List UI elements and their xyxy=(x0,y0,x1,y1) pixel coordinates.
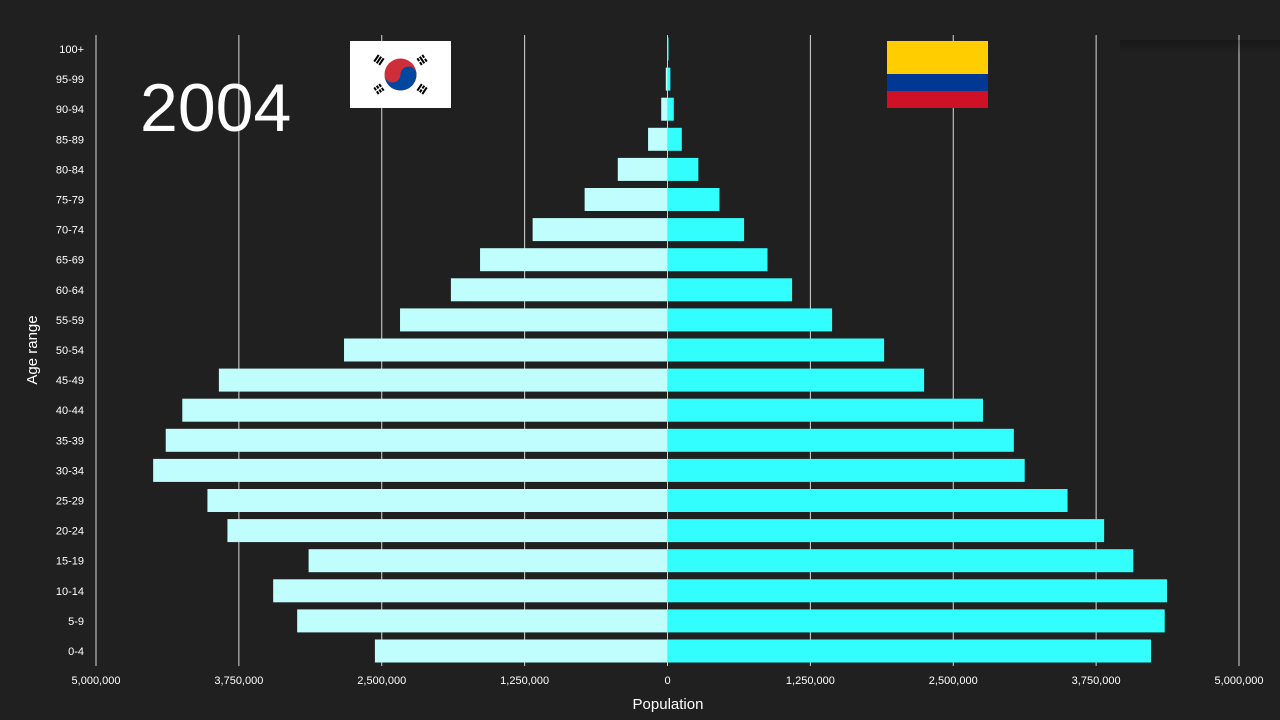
age-range-label: 10-14 xyxy=(56,586,84,598)
bar-right-75-79 xyxy=(667,188,720,211)
age-range-label: 50-54 xyxy=(56,345,84,357)
x-tick-label: 1,250,000 xyxy=(500,675,549,687)
age-range-label: 80-84 xyxy=(56,164,84,176)
age-range-label: 90-94 xyxy=(56,104,84,116)
bar-right-40-44 xyxy=(667,398,983,422)
age-range-label: 70-74 xyxy=(56,225,84,237)
age-range-label: 5-9 xyxy=(68,616,84,628)
bar-right-10-14 xyxy=(667,579,1167,603)
bar-left-50-54 xyxy=(344,338,668,362)
bar-left-60-64 xyxy=(450,278,668,302)
flag-band-red xyxy=(887,91,988,108)
bar-left-30-34 xyxy=(153,458,668,482)
flag-band-blue xyxy=(887,74,988,91)
x-tick-label: 3,750,000 xyxy=(214,675,263,687)
age-range-label: 15-19 xyxy=(56,556,84,568)
age-range-label: 25-29 xyxy=(56,496,84,508)
south-korea-flag-icon xyxy=(350,41,451,108)
flag-band-yellow xyxy=(887,41,988,74)
bar-right-20-24 xyxy=(667,519,1105,543)
bar-right-65-69 xyxy=(667,248,768,272)
bar-left-5-9 xyxy=(297,609,668,633)
bar-left-55-59 xyxy=(400,308,668,332)
age-range-label: 0-4 xyxy=(68,646,84,658)
age-range-label: 65-69 xyxy=(56,255,84,267)
bar-right-45-49 xyxy=(667,368,925,392)
age-range-label: 30-34 xyxy=(56,465,84,477)
bars xyxy=(153,35,1167,666)
bar-left-25-29 xyxy=(207,489,668,512)
age-range-label: 55-59 xyxy=(56,315,84,327)
bar-right-25-29 xyxy=(667,489,1068,512)
age-range-label: 75-79 xyxy=(56,195,84,207)
age-range-label: 85-89 xyxy=(56,134,84,146)
bar-right-15-19 xyxy=(667,549,1134,573)
bar-right-70-74 xyxy=(667,218,745,242)
age-range-label: 100+ xyxy=(59,44,84,56)
bar-right-35-39 xyxy=(667,428,1014,452)
colombia-flag-icon xyxy=(887,41,988,108)
age-range-label: 60-64 xyxy=(56,285,84,297)
age-range-label: 35-39 xyxy=(56,435,84,447)
bar-right-30-34 xyxy=(667,458,1025,482)
bar-left-90-94 xyxy=(661,97,668,121)
y-axis-title: Age range xyxy=(24,315,41,384)
age-range-label: 95-99 xyxy=(56,74,84,86)
bar-left-10-14 xyxy=(273,579,668,603)
x-tick-labels: 5,000,000 3,750,000 2,500,000 1,250,000 0 1,2… xyxy=(72,675,1264,687)
x-tick-label: 2,500,000 xyxy=(357,675,406,687)
x-tick-label: 3,750,000 xyxy=(1072,675,1121,687)
x-axis-title: Population xyxy=(633,696,704,713)
year-label: 2004 xyxy=(140,70,292,146)
bar-left-75-79 xyxy=(584,188,668,211)
bar-right-60-64 xyxy=(667,278,793,302)
bar-right-80-84 xyxy=(667,157,699,181)
bar-left-45-49 xyxy=(218,368,668,392)
bar-right-85-89 xyxy=(667,127,682,151)
bar-left-20-24 xyxy=(227,519,668,543)
bar-left-70-74 xyxy=(532,218,668,242)
x-tick-label: 1,250,000 xyxy=(786,675,835,687)
x-tick-label: 2,500,000 xyxy=(929,675,978,687)
bar-left-85-89 xyxy=(648,127,668,151)
bar-left-80-84 xyxy=(617,157,668,181)
x-tick-label: 5,000,000 xyxy=(72,675,121,687)
x-tick-label: 0 xyxy=(664,675,670,687)
x-tick-label: 5,000,000 xyxy=(1215,675,1264,687)
top-right-shadow xyxy=(1120,40,1280,54)
bar-left-35-39 xyxy=(165,428,668,452)
bar-right-95-99 xyxy=(667,67,671,91)
bar-right-0-4 xyxy=(667,639,1151,663)
bar-left-65-69 xyxy=(480,248,668,272)
age-range-label: 20-24 xyxy=(56,526,84,538)
bar-right-50-54 xyxy=(667,338,885,362)
bar-right-5-9 xyxy=(667,609,1165,633)
bar-left-95-99 xyxy=(665,67,668,91)
bar-left-40-44 xyxy=(182,398,668,422)
age-range-label: 40-44 xyxy=(56,405,84,417)
bar-right-55-59 xyxy=(667,308,833,332)
bar-right-90-94 xyxy=(667,97,674,121)
bar-left-0-4 xyxy=(374,639,668,663)
bar-left-15-19 xyxy=(308,549,668,573)
age-range-label: 45-49 xyxy=(56,375,84,387)
age-range-labels: 100+ 95-99 90-94 85-89 80-84 75-79 70-74 65-69 6… xyxy=(56,44,84,658)
